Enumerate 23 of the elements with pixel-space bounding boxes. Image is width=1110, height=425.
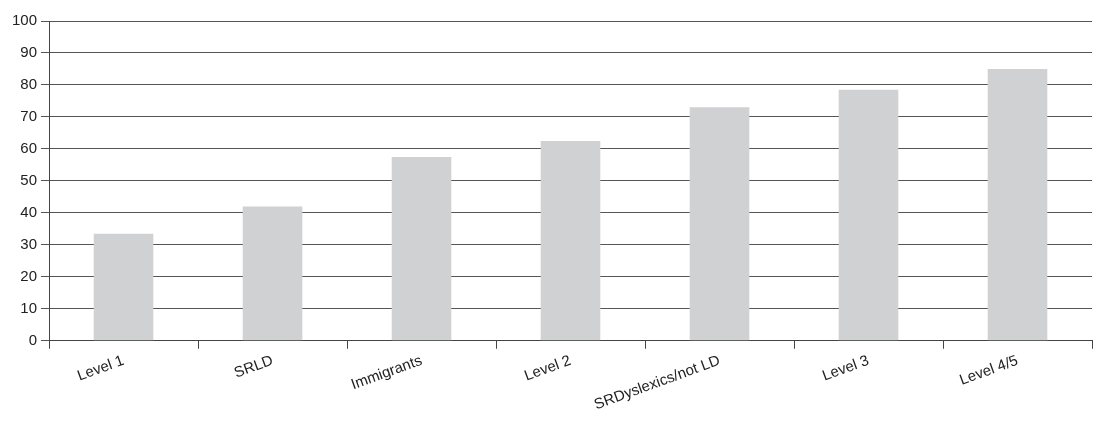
x-tick-label: SRLD xyxy=(231,350,276,381)
y-tick-label: 60 xyxy=(20,139,38,157)
bar xyxy=(689,107,750,341)
bar xyxy=(391,156,452,341)
x-tick-label: Level 3 xyxy=(819,350,871,384)
y-tick-label: 70 xyxy=(20,107,38,125)
y-tick-label: 30 xyxy=(20,234,38,252)
y-tick-label: 90 xyxy=(20,43,38,61)
y-tick-label: 20 xyxy=(20,266,38,284)
y-tick-label: 50 xyxy=(20,171,38,189)
bar xyxy=(540,140,601,341)
bar xyxy=(987,68,1048,341)
y-tick-label: 100 xyxy=(12,11,38,29)
y-tick-label: 10 xyxy=(20,298,38,316)
x-tick-label: Level 1 xyxy=(74,350,126,384)
x-tick-label: Level 4/5 xyxy=(956,350,1020,388)
bar xyxy=(93,233,154,341)
y-tick-label: 0 xyxy=(28,330,38,348)
x-tick-label: Level 2 xyxy=(521,350,573,384)
bar xyxy=(242,206,303,341)
y-tick-label: 40 xyxy=(20,202,38,220)
bar xyxy=(838,89,899,341)
y-tick-label: 80 xyxy=(20,75,38,93)
